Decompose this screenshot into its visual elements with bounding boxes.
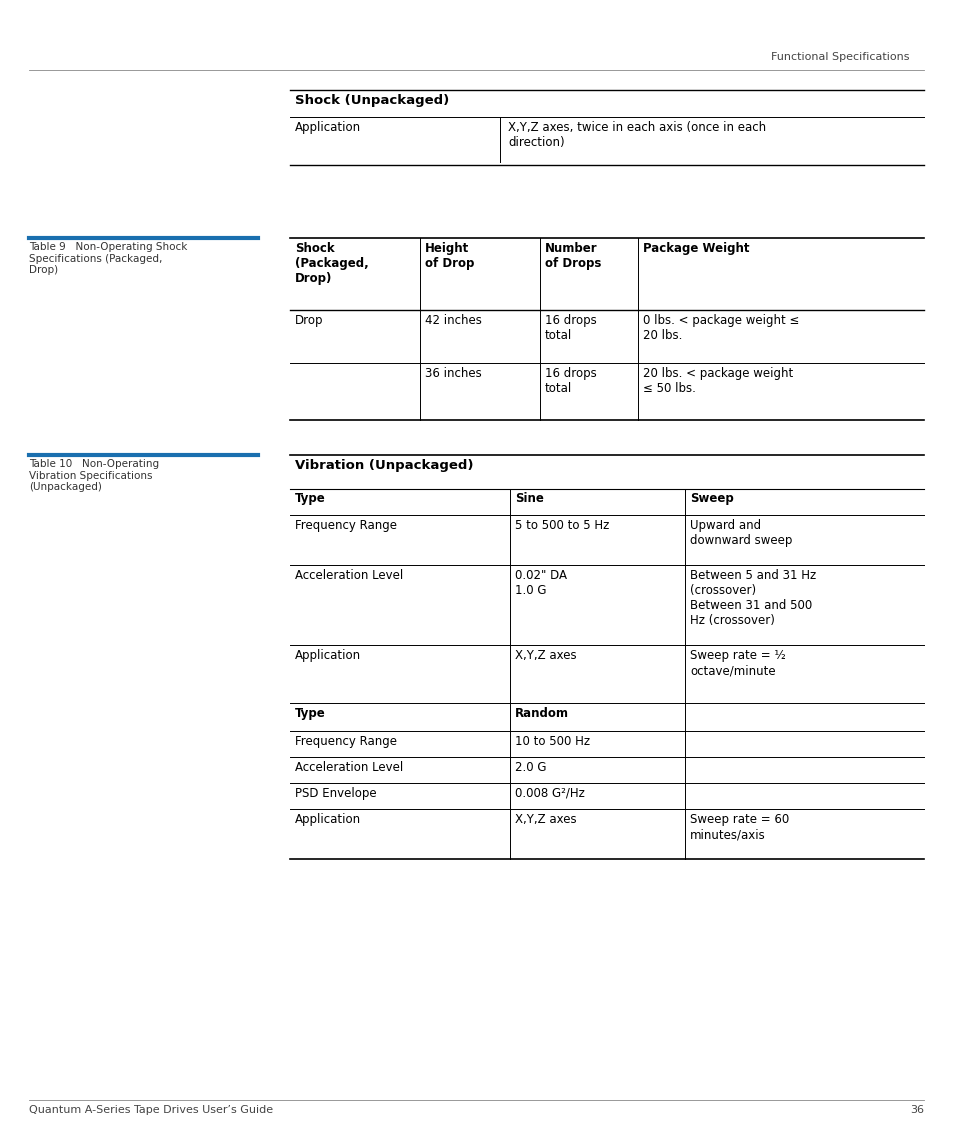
Text: 0.008 G²/Hz: 0.008 G²/Hz [515, 787, 584, 800]
Text: 2.0 G: 2.0 G [515, 761, 546, 774]
Text: Between 5 and 31 Hz
(crossover)
Between 31 and 500
Hz (crossover): Between 5 and 31 Hz (crossover) Between … [689, 569, 816, 627]
Text: Package Weight: Package Weight [642, 242, 749, 255]
Text: Frequency Range: Frequency Range [294, 519, 396, 532]
Text: Sine: Sine [515, 492, 543, 505]
Text: Random: Random [515, 706, 568, 720]
Text: Table 10   Non-Operating
Vibration Specifications
(Unpackaged): Table 10 Non-Operating Vibration Specifi… [29, 459, 159, 492]
Text: Sweep: Sweep [689, 492, 733, 505]
Text: 0.02" DA
1.0 G: 0.02" DA 1.0 G [515, 569, 566, 597]
Text: 42 inches: 42 inches [424, 314, 481, 327]
Text: Vibration (Unpackaged): Vibration (Unpackaged) [294, 459, 473, 472]
Text: Height
of Drop: Height of Drop [424, 242, 474, 270]
Text: PSD Envelope: PSD Envelope [294, 787, 376, 800]
Text: Acceleration Level: Acceleration Level [294, 761, 403, 774]
Text: Application: Application [294, 813, 361, 826]
Text: Frequency Range: Frequency Range [294, 735, 396, 748]
Text: Shock (Unpackaged): Shock (Unpackaged) [294, 94, 449, 106]
Text: 16 drops
total: 16 drops total [544, 368, 597, 395]
Text: Table 9   Non-Operating Shock
Specifications (Packaged,
Drop): Table 9 Non-Operating Shock Specificatio… [29, 242, 187, 275]
Text: 10 to 500 Hz: 10 to 500 Hz [515, 735, 590, 748]
Text: X,Y,Z axes: X,Y,Z axes [515, 813, 576, 826]
Text: Upward and
downward sweep: Upward and downward sweep [689, 519, 792, 547]
Text: Drop: Drop [294, 314, 323, 327]
Text: Number
of Drops: Number of Drops [544, 242, 600, 270]
Text: Sweep rate = 60
minutes/axis: Sweep rate = 60 minutes/axis [689, 813, 788, 840]
Text: Acceleration Level: Acceleration Level [294, 569, 403, 582]
Text: 16 drops
total: 16 drops total [544, 314, 597, 342]
Text: 0 lbs. < package weight ≤
20 lbs.: 0 lbs. < package weight ≤ 20 lbs. [642, 314, 799, 342]
Text: 20 lbs. < package weight
≤ 50 lbs.: 20 lbs. < package weight ≤ 50 lbs. [642, 368, 792, 395]
Text: Application: Application [294, 121, 361, 134]
Text: 36 inches: 36 inches [424, 368, 481, 380]
Text: 36: 36 [909, 1105, 923, 1115]
Text: 5 to 500 to 5 Hz: 5 to 500 to 5 Hz [515, 519, 609, 532]
Text: Functional Specifications: Functional Specifications [771, 52, 909, 62]
Text: Type: Type [294, 706, 325, 720]
Text: Application: Application [294, 649, 361, 662]
Text: Sweep rate = ½
octave/minute: Sweep rate = ½ octave/minute [689, 649, 785, 677]
Text: X,Y,Z axes: X,Y,Z axes [515, 649, 576, 662]
Text: Type: Type [294, 492, 325, 505]
Text: Shock
(Packaged,
Drop): Shock (Packaged, Drop) [294, 242, 369, 285]
Text: Quantum A-Series Tape Drives User’s Guide: Quantum A-Series Tape Drives User’s Guid… [29, 1105, 273, 1115]
Text: X,Y,Z axes, twice in each axis (once in each
direction): X,Y,Z axes, twice in each axis (once in … [507, 121, 765, 149]
